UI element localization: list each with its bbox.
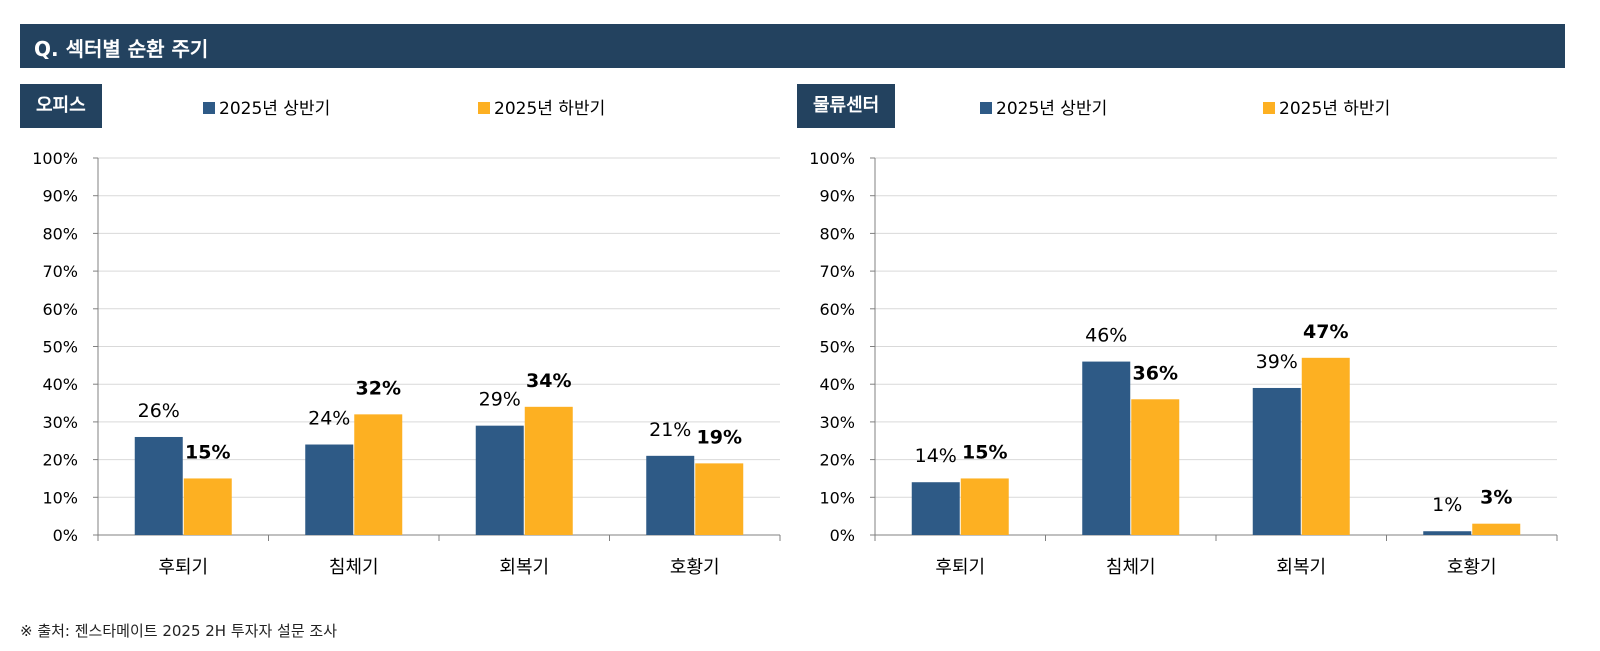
legend-item-series-1: 2025년 상반기 <box>980 94 1107 119</box>
y-tick-label: 70% <box>42 262 78 281</box>
legend-label-series-2: 2025년 하반기 <box>1279 99 1391 119</box>
data-label: 39% <box>1256 351 1298 373</box>
bar-series-1-후퇴기 <box>911 482 960 535</box>
legend-label-series-1: 2025년 상반기 <box>219 99 331 119</box>
sector-label-office: 오피스 <box>20 84 102 128</box>
legend-swatch-series-2 <box>1263 102 1275 114</box>
data-label: 36% <box>1133 362 1178 384</box>
y-tick-label: 90% <box>42 187 78 206</box>
x-category-label: 회복기 <box>499 557 549 578</box>
legend-swatch-series-1 <box>203 102 215 114</box>
data-label: 15% <box>185 441 230 463</box>
data-label: 46% <box>1085 325 1127 347</box>
bar-series-2-호황기 <box>695 463 744 535</box>
logistics-chart-panel: 물류센터 2025년 상반기 2025년 하반기 0% 10% 20% 30% 40% 5… <box>797 84 1577 578</box>
sector-label-logistics: 물류센터 <box>797 84 896 128</box>
x-category-label: 호황기 <box>670 557 720 578</box>
bar-series-2-후퇴기 <box>183 478 232 535</box>
y-tick-label: 0% <box>53 526 78 545</box>
bar-series-2-호황기 <box>1472 523 1521 535</box>
bar-series-1-회복기 <box>1252 387 1301 535</box>
legend-item-series-2: 2025년 하반기 <box>478 94 605 119</box>
bar-series-2-회복기 <box>1301 357 1350 535</box>
bar-series-2-회복기 <box>524 406 573 535</box>
y-tick-label: 60% <box>42 300 78 319</box>
data-label: 3% <box>1480 487 1512 509</box>
x-category-label: 회복기 <box>1276 557 1326 578</box>
data-label: 29% <box>479 389 521 411</box>
y-tick-label: 30% <box>42 413 78 432</box>
data-label: 26% <box>138 400 180 422</box>
source-note: ※ 출처: 젠스타메이트 2025 2H 투자자 설문 조사 <box>20 622 337 640</box>
bar-series-2-침체기 <box>1131 399 1180 535</box>
y-tick-label: 30% <box>819 413 855 432</box>
x-category-label: 후퇴기 <box>935 557 985 578</box>
x-category-label: 호황기 <box>1447 557 1497 578</box>
bar-series-1-호황기 <box>1423 531 1472 535</box>
logistics-bar-chart: 0% 10% 20% 30% 40% 50% 60% 70% 80% 90% 100% 14% 15% 후… <box>809 149 1558 578</box>
y-tick-label: 20% <box>42 451 78 470</box>
data-label: 1% <box>1432 494 1462 516</box>
bar-series-1-후퇴기 <box>134 436 183 535</box>
y-tick-label: 10% <box>42 488 78 507</box>
y-tick-label: 50% <box>42 338 78 357</box>
y-tick-label: 90% <box>819 187 855 206</box>
y-tick-label: 20% <box>819 451 855 470</box>
data-label: 34% <box>526 370 571 392</box>
x-category-label: 침체기 <box>1106 557 1156 578</box>
data-label: 21% <box>649 419 691 441</box>
legend-item-series-1: 2025년 상반기 <box>203 94 330 119</box>
y-tick-label: 100% <box>809 149 855 168</box>
data-label: 19% <box>697 426 742 448</box>
data-label: 15% <box>962 441 1007 463</box>
data-label: 14% <box>915 445 957 467</box>
y-tick-label: 60% <box>819 300 855 319</box>
legend-item-series-2: 2025년 하반기 <box>1263 94 1390 119</box>
y-tick-label: 0% <box>830 526 855 545</box>
legend-swatch-series-1 <box>980 102 992 114</box>
y-tick-label: 80% <box>819 224 855 243</box>
legend-swatch-series-2 <box>478 102 490 114</box>
y-tick-label: 100% <box>32 149 78 168</box>
legend-label-series-1: 2025년 상반기 <box>996 99 1108 119</box>
y-tick-label: 40% <box>819 375 855 394</box>
page-title: Q. 섹터별 순환 주기 <box>34 37 209 61</box>
office-chart-panel: 오피스 2025년 상반기 2025년 하반기 0% 10% 20% 30% 40% 50… <box>20 84 800 578</box>
bar-series-1-회복기 <box>475 425 524 535</box>
bar-series-1-침체기 <box>305 444 354 535</box>
bar-series-1-호황기 <box>646 455 695 535</box>
x-category-label: 후퇴기 <box>158 557 208 578</box>
data-label: 47% <box>1303 321 1348 343</box>
legend-label-series-2: 2025년 하반기 <box>494 99 606 119</box>
y-tick-label: 50% <box>819 338 855 357</box>
y-tick-label: 10% <box>819 488 855 507</box>
data-label: 24% <box>308 408 350 430</box>
title-bar: Q. 섹터별 순환 주기 <box>20 24 1565 68</box>
y-tick-label: 70% <box>819 262 855 281</box>
bar-series-2-후퇴기 <box>960 478 1009 535</box>
office-bar-chart: 0% 10% 20% 30% 40% 50% 60% 70% 80% 90% 100% 26%15% 후… <box>32 149 781 578</box>
y-tick-label: 80% <box>42 224 78 243</box>
bar-series-1-침체기 <box>1082 361 1131 535</box>
data-label: 32% <box>356 377 401 399</box>
y-tick-label: 40% <box>42 375 78 394</box>
x-category-label: 침체기 <box>329 557 379 578</box>
bar-series-2-침체기 <box>354 414 403 535</box>
